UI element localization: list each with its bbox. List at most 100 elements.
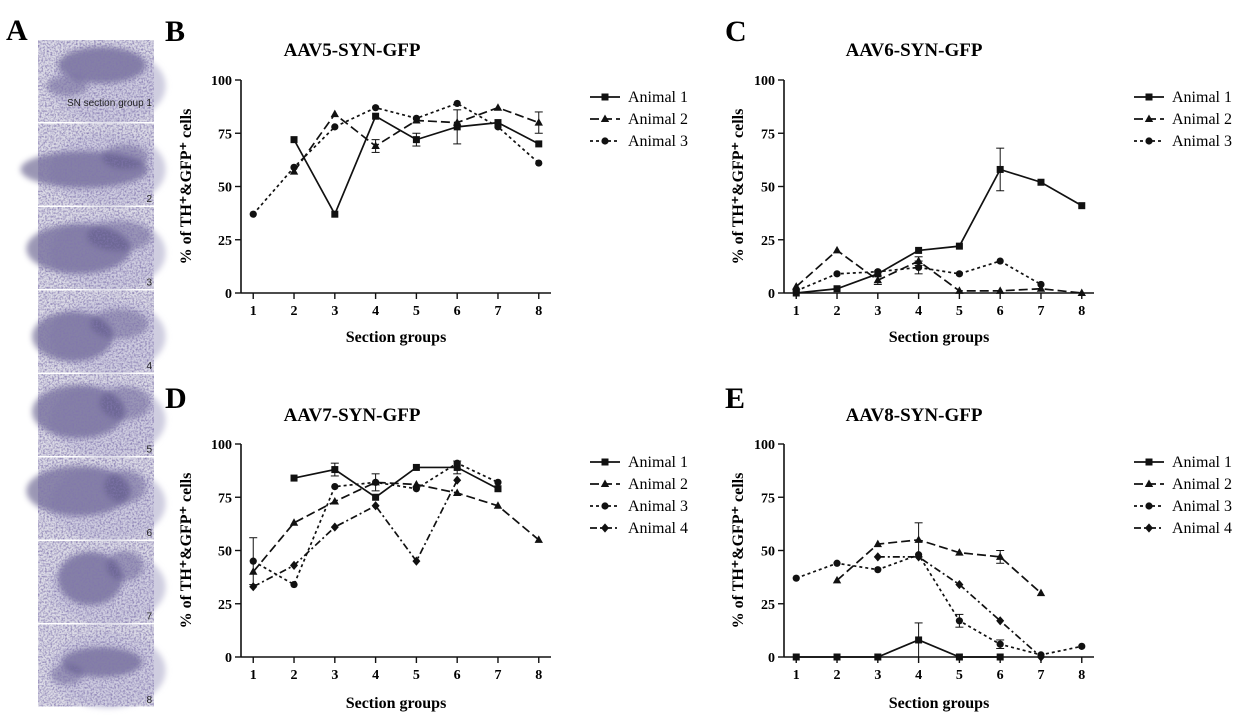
data-point <box>412 556 421 566</box>
data-point <box>371 501 380 511</box>
x-tick-label: 6 <box>454 304 461 319</box>
x-tick-label: 6 <box>997 668 1004 683</box>
chart-panel-b: B AAV5-SYN-GFP 0 25 50 75 100 1 2 3 4 5 6 7 8 Section g… <box>165 15 688 346</box>
legend-entry: Animal 3 <box>590 133 688 150</box>
legend-label: Animal 2 <box>1172 111 1232 128</box>
legend-marker <box>1145 137 1153 145</box>
series-line <box>795 553 1082 656</box>
legend-label: Animal 2 <box>628 111 688 128</box>
y-tick-label: 0 <box>768 651 775 666</box>
y-tick-label: 25 <box>761 598 775 613</box>
data-point <box>330 109 340 118</box>
y-tick-label: 75 <box>761 127 775 142</box>
series-2 <box>832 522 1046 597</box>
data-point <box>792 287 800 295</box>
x-tick-label: 6 <box>997 304 1004 319</box>
section-grain <box>38 541 154 623</box>
data-point <box>412 463 420 471</box>
legend-label: Animal 1 <box>628 454 688 471</box>
chart-title: AAV6-SYN-GFP <box>846 40 983 61</box>
series-line <box>252 102 540 215</box>
legend-label: Animal 3 <box>1172 133 1232 150</box>
y-tick-label: 75 <box>218 127 232 142</box>
series-line <box>796 168 1083 294</box>
data-point <box>955 548 964 556</box>
data-point <box>412 485 420 493</box>
x-tick-label: 8 <box>535 668 542 683</box>
data-point <box>453 475 462 485</box>
legend-label: Animal 3 <box>1172 498 1232 515</box>
series-line <box>795 249 1082 294</box>
data-point <box>372 493 380 501</box>
section-grain <box>38 123 154 206</box>
y-tick-label: 25 <box>761 234 775 249</box>
legend-marker <box>1145 502 1153 510</box>
data-point <box>412 479 421 488</box>
data-point <box>955 242 963 250</box>
data-point <box>955 579 964 590</box>
legend-marker <box>1144 114 1154 122</box>
data-point <box>534 118 543 126</box>
chart-panel-e: E AAV8-SYN-GFP 0 25 50 75 100 1 2 3 4 5 6 7 8 Section g… <box>725 382 1232 712</box>
series-4 <box>249 475 462 592</box>
section-grain <box>38 374 154 456</box>
legend-entry: Animal 4 <box>590 520 688 537</box>
series-1 <box>792 622 1004 661</box>
data-point <box>996 165 1004 173</box>
x-tick-label: 8 <box>535 304 542 319</box>
x-tick-label: 4 <box>915 668 922 683</box>
panel-letter-a: A <box>6 14 28 47</box>
data-point <box>494 485 502 493</box>
data-point <box>453 459 461 467</box>
legend-marker <box>1145 523 1153 533</box>
histology-section-3: 3 <box>26 207 166 291</box>
y-tick-label: 100 <box>754 438 775 453</box>
data-point <box>1037 178 1045 186</box>
x-tick-label: 7 <box>494 304 501 319</box>
data-point <box>873 552 882 562</box>
data-point <box>955 286 964 294</box>
panel-letter: E <box>725 382 745 415</box>
legend-label: Animal 3 <box>628 133 688 150</box>
data-point <box>792 653 800 661</box>
data-point <box>1036 588 1046 597</box>
y-axis-label: % of TH⁺&GFP⁺ cells <box>178 109 195 265</box>
data-point <box>955 653 963 661</box>
data-point <box>996 640 1004 648</box>
data-point <box>995 286 1005 294</box>
data-point <box>372 112 380 120</box>
legend-entry: Animal 3 <box>1134 133 1232 150</box>
data-point <box>955 270 963 278</box>
x-tick-label: 3 <box>874 668 881 683</box>
y-tick-label: 25 <box>218 598 232 613</box>
histology-section-5: 5 <box>32 374 166 458</box>
legend-label: Animal 2 <box>628 476 688 493</box>
data-point <box>330 522 339 532</box>
y-tick-label: 50 <box>761 545 775 560</box>
x-tick-label: 5 <box>413 668 420 683</box>
histology-section-1: SN section group 1 <box>38 40 166 124</box>
data-point <box>331 483 339 491</box>
histology-section-8: 8 <box>38 624 166 708</box>
section-grain <box>38 207 154 289</box>
data-point <box>494 119 502 127</box>
section-grain <box>38 290 154 373</box>
legend-entry: Animal 2 <box>590 476 688 493</box>
x-tick-label: 6 <box>454 668 461 683</box>
x-tick-label: 2 <box>291 304 298 319</box>
y-tick-label: 100 <box>211 438 232 453</box>
y-tick-label: 50 <box>218 545 232 560</box>
section-label: 6 <box>146 528 152 539</box>
section-label: 2 <box>146 194 152 205</box>
data-point <box>996 616 1005 626</box>
data-point <box>249 582 258 592</box>
data-point <box>453 99 461 108</box>
data-point <box>874 566 882 574</box>
series-1 <box>290 460 502 501</box>
data-point <box>412 136 420 144</box>
x-axis-label: Section groups <box>346 695 447 712</box>
x-tick-label: 8 <box>1078 304 1085 319</box>
section-grain <box>38 40 154 122</box>
y-axis-label: % of TH⁺&GFP⁺ cells <box>730 473 747 629</box>
